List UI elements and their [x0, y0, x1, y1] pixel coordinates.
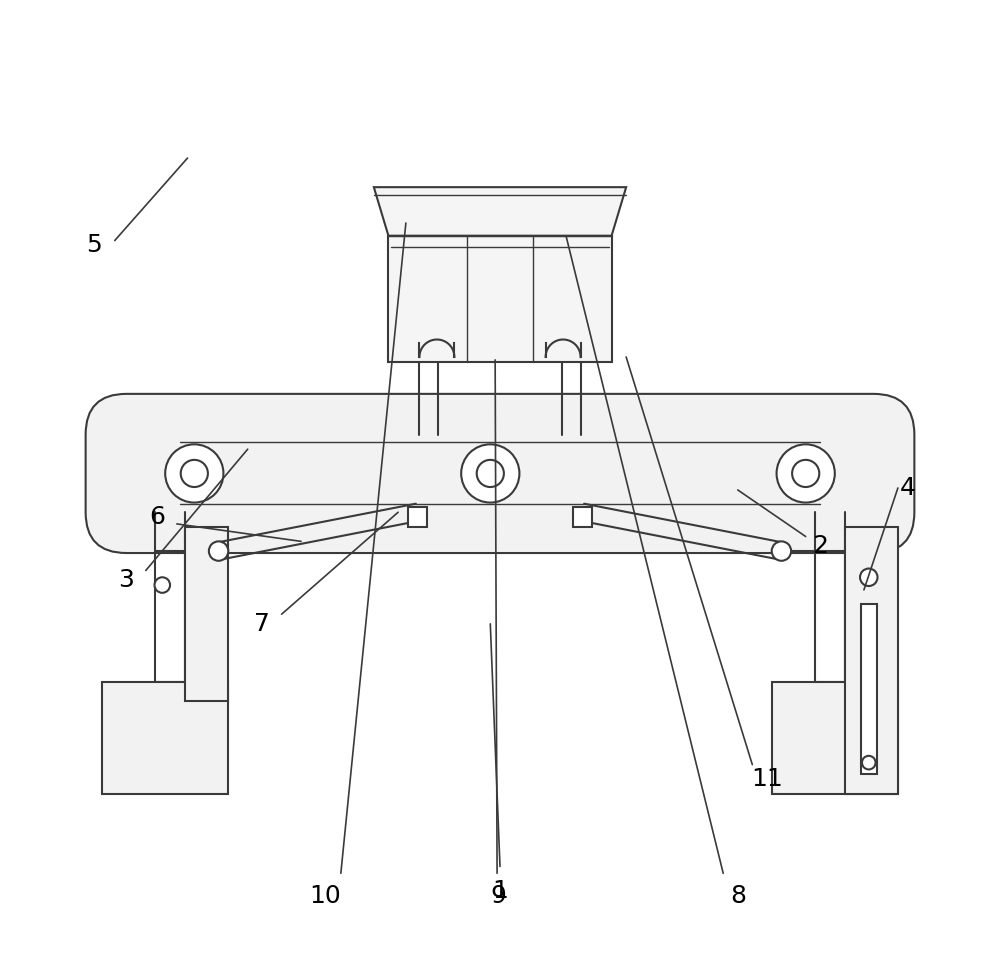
Bar — [772, 682, 898, 793]
Circle shape — [181, 460, 208, 487]
Circle shape — [165, 444, 223, 503]
Circle shape — [792, 460, 819, 487]
Circle shape — [209, 542, 228, 561]
Bar — [861, 604, 877, 774]
Bar — [408, 508, 427, 527]
Circle shape — [862, 755, 876, 769]
Text: 2: 2 — [812, 534, 828, 558]
Text: 9: 9 — [490, 883, 506, 908]
Circle shape — [860, 569, 878, 586]
Bar — [102, 682, 228, 793]
Bar — [185, 527, 228, 702]
FancyBboxPatch shape — [86, 394, 914, 553]
Text: 6: 6 — [149, 506, 165, 529]
Bar — [388, 235, 612, 362]
Circle shape — [461, 444, 519, 503]
Text: 7: 7 — [254, 612, 270, 635]
Text: 5: 5 — [86, 233, 102, 258]
Polygon shape — [374, 187, 626, 235]
Circle shape — [777, 444, 835, 503]
Text: 11: 11 — [751, 767, 783, 792]
Text: 8: 8 — [730, 883, 746, 908]
Text: 3: 3 — [118, 568, 134, 592]
Circle shape — [772, 542, 791, 561]
Bar — [845, 527, 898, 793]
Text: 1: 1 — [492, 878, 508, 903]
Circle shape — [477, 460, 504, 487]
Text: 4: 4 — [900, 476, 916, 500]
Circle shape — [155, 577, 170, 592]
Text: 10: 10 — [309, 883, 341, 908]
Bar — [573, 508, 592, 527]
